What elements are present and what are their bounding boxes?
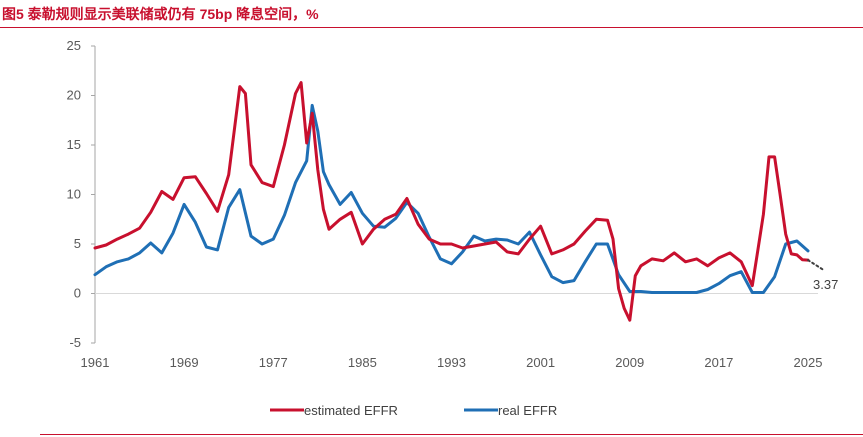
- annotations: 3.37: [813, 277, 838, 292]
- y-tick-label: 25: [67, 38, 81, 53]
- annotation-label: 3.37: [813, 277, 838, 292]
- y-tick-label: 10: [67, 187, 81, 202]
- y-tick-label: 0: [74, 286, 81, 301]
- x-tick-label: 1993: [437, 355, 466, 370]
- series-estimated-effr: [93, 81, 810, 322]
- x-tick-label: 1969: [170, 355, 199, 370]
- x-tick-label: 1961: [81, 355, 110, 370]
- title-underline: [0, 27, 863, 28]
- y-tick-label: -5: [69, 335, 81, 350]
- legend-real-label: real EFFR: [498, 403, 557, 418]
- legend-estimated-label: estimated EFFR: [304, 403, 398, 418]
- x-tick-label: 2017: [704, 355, 733, 370]
- bottom-rule: [40, 434, 863, 435]
- x-tick-label: 1985: [348, 355, 377, 370]
- series-real-effr: [93, 103, 810, 294]
- series-layer: [93, 81, 826, 322]
- x-tick-label: 2025: [794, 355, 823, 370]
- series-projection: [807, 259, 826, 272]
- y-tick-label: 15: [67, 137, 81, 152]
- x-tick-label: 2009: [615, 355, 644, 370]
- x-tick-label: 1977: [259, 355, 288, 370]
- x-tick-label: 2001: [526, 355, 555, 370]
- chart-title: 图5 泰勒规则显示美联储或仍有 75bp 降息空间，%: [2, 6, 319, 22]
- y-tick-label: 20: [67, 88, 81, 103]
- y-tick-label: 5: [74, 236, 81, 251]
- legend: estimated EFFR real EFFR: [270, 403, 557, 418]
